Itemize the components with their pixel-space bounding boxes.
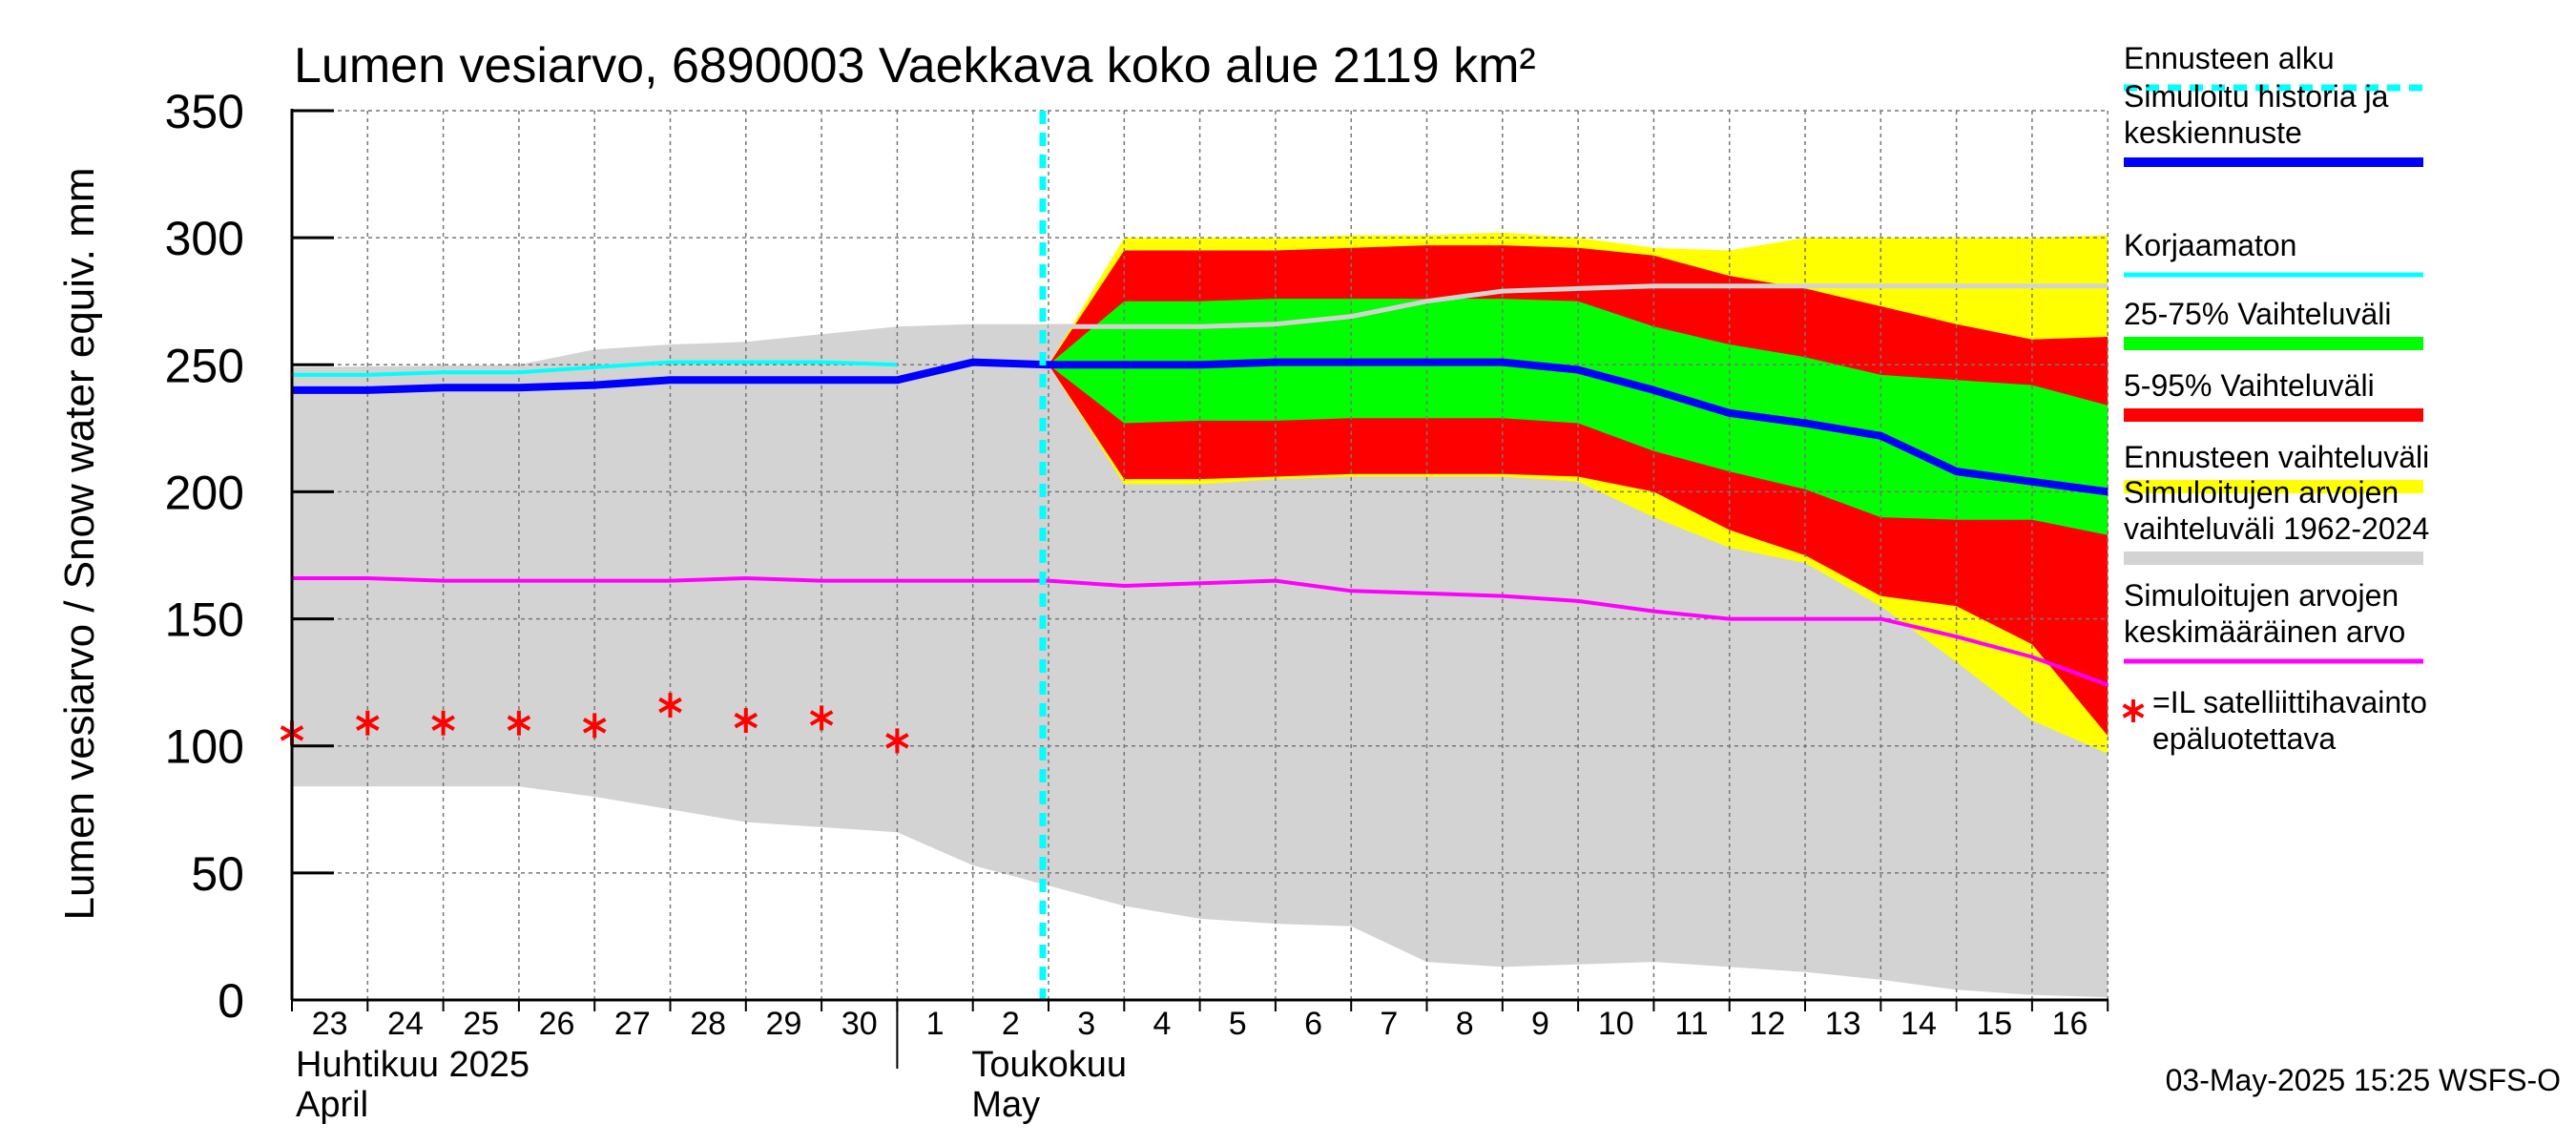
series-line-0 (292, 576, 2109, 687)
legend-label: Ennusteen alku (2124, 41, 2335, 75)
footer-timestamp: 03-May-2025 15:25 WSFS-O (2166, 1063, 2561, 1097)
month-label: Toukokuu (971, 1045, 1127, 1085)
x-tick-label: 27 (614, 1006, 651, 1042)
x-tick-label: 25 (463, 1006, 499, 1042)
x-tick-label: 12 (1749, 1006, 1785, 1042)
x-tick-label: 6 (1304, 1006, 1322, 1042)
legend-item: 5-95% Vaihteluväli (2124, 368, 2423, 422)
legend-item: Simuloitujen arvojen vaihteluväli 1962-20… (2124, 475, 2429, 565)
grid-layer (292, 110, 2109, 1000)
x-tick-label: 8 (1456, 1006, 1474, 1042)
observation-point (658, 693, 682, 718)
legend: Ennusteen alku Simuloitu historia ja keski… (2122, 41, 2429, 756)
series-line-2 (1049, 283, 2109, 329)
legend-item: Ennusteen vaihteluväli (2124, 440, 2429, 493)
legend-label: Simuloitu historia ja keskiennuste (2124, 79, 2389, 150)
x-tick-label: 14 (1901, 1006, 1937, 1042)
legend-label: Ennusteen vaihteluväli (2124, 440, 2429, 474)
x-tick-label: 10 (1598, 1006, 1634, 1042)
y-tick-label: 0 (218, 974, 244, 1028)
y-tick-label: 150 (165, 593, 244, 647)
x-tick-label: 24 (387, 1006, 424, 1042)
x-tick-label: 4 (1153, 1006, 1171, 1042)
y-axis-label: Lumen vesiarvo / Snow water equiv. mm (56, 167, 103, 920)
x-tick-label: 1 (926, 1006, 945, 1042)
month-label-en: May (971, 1085, 1040, 1125)
x-tick-label: 29 (766, 1006, 802, 1042)
legend-item: 25-75% Vaihteluväli (2124, 297, 2423, 350)
legend-item: Ennusteen alku (2124, 41, 2423, 92)
chart-title: Lumen vesiarvo, 6890003 Vaekkava koko al… (294, 38, 1536, 94)
legend-swatch (2122, 699, 2145, 722)
observation-point (809, 705, 834, 731)
observation-point (507, 710, 531, 736)
month-label-en: April (296, 1085, 368, 1125)
observation-point (431, 710, 455, 736)
line-layer (292, 111, 2109, 1000)
legend-item: Korjaamaton (2124, 228, 2423, 278)
y-tick-label: 300 (165, 212, 244, 265)
x-tick-label: 7 (1380, 1006, 1398, 1042)
x-tick-label: 15 (1976, 1006, 2012, 1042)
y-tick-label: 350 (165, 85, 244, 138)
y-tick-label: 50 (191, 847, 244, 901)
y-tick-label: 250 (165, 339, 244, 392)
legend-label: Korjaamaton (2124, 228, 2296, 262)
x-tick-label: 30 (841, 1006, 878, 1042)
legend-label: 5-95% Vaihteluväli (2124, 368, 2375, 403)
legend-label: =IL satelliittihavainto epäluotettava (2152, 685, 2427, 756)
x-tick-label: 3 (1077, 1006, 1095, 1042)
legend-label: Simuloitujen arvojen vaihteluväli 1962-20… (2124, 475, 2429, 546)
series-line-1 (292, 360, 898, 377)
legend-item: Simuloitu historia ja keskiennuste (2124, 79, 2423, 167)
x-tick-label: 5 (1229, 1006, 1247, 1042)
legend-label: 25-75% Vaihteluväli (2124, 297, 2391, 331)
x-tick-label: 13 (1825, 1006, 1861, 1042)
x-tick-label: 26 (539, 1006, 575, 1042)
observation-point (885, 728, 909, 754)
x-tick-label: 11 (1674, 1006, 1708, 1042)
observation-point (356, 710, 380, 736)
x-tick-label: 9 (1531, 1006, 1549, 1042)
y-tick-label: 200 (165, 466, 244, 519)
y-tick-label: 100 (165, 720, 244, 774)
legend-item: =IL satelliittihavainto epäluotettava (2122, 685, 2427, 756)
month-label: Huhtikuu 2025 (296, 1045, 530, 1085)
x-tick-label: 23 (312, 1006, 348, 1042)
x-tick-label: 16 (2052, 1006, 2088, 1042)
x-tick-label: 2 (1002, 1006, 1020, 1042)
legend-label: Simuloitujen arvojen keskimääräinen arvo (2124, 578, 2405, 649)
legend-item: Simuloitujen arvojen keskimääräinen arvo (2124, 578, 2423, 664)
series-line-3 (292, 358, 2109, 496)
observation-point (582, 713, 607, 739)
observation-point (734, 708, 758, 734)
x-tick-label: 28 (690, 1006, 726, 1042)
